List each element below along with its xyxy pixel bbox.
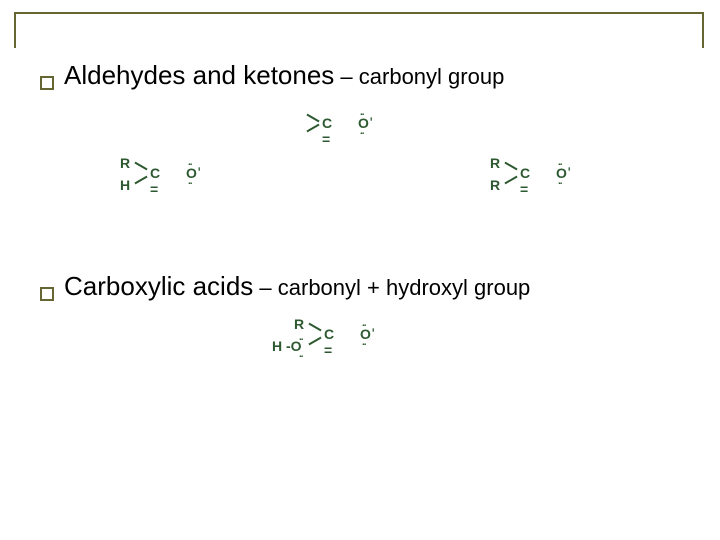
lone-pair-icon: .. bbox=[565, 167, 576, 171]
bond-icon bbox=[134, 176, 147, 185]
slide-top-border bbox=[14, 12, 704, 48]
lone-pair-icon: .. bbox=[188, 176, 192, 187]
atom-c-eq: C = bbox=[324, 326, 334, 358]
lone-pair-icon: .. bbox=[360, 107, 364, 118]
heading-1: Aldehydes and ketones – carbonyl group bbox=[64, 60, 504, 91]
bond-icon bbox=[306, 124, 319, 133]
lone-pair-icon: .. bbox=[362, 318, 366, 329]
formula-row-generic: C = O .. .. .. bbox=[40, 111, 680, 161]
heading-2: Carboxylic acids – carbonyl + hydroxyl g… bbox=[64, 271, 530, 302]
heading-2-strong: Carboxylic acids bbox=[64, 271, 253, 301]
atom-r: R bbox=[294, 316, 304, 332]
bond-icon bbox=[308, 323, 321, 332]
lone-pair-icon: .. bbox=[195, 167, 206, 171]
bond-icon bbox=[504, 176, 517, 185]
lone-pair-icon: .. bbox=[369, 328, 380, 332]
formula-row-aldketone: R H C = O .. .. .. R R C = O .. .. .. bbox=[40, 161, 680, 231]
atom-c-eq: C = bbox=[520, 165, 530, 197]
lone-pair-icon: .. bbox=[299, 349, 303, 360]
bond-icon bbox=[306, 114, 319, 123]
lone-pair-icon: .. bbox=[362, 337, 366, 348]
bullet-icon bbox=[40, 287, 54, 301]
atom-ho: H -O bbox=[272, 338, 302, 354]
atom-r2: R bbox=[490, 177, 500, 193]
heading-1-light: – carbonyl group bbox=[334, 64, 504, 89]
atom-c-eq: C = bbox=[150, 165, 160, 197]
lone-pair-icon: .. bbox=[367, 117, 378, 121]
atom-c-eq: C = bbox=[322, 115, 332, 147]
bond-icon bbox=[134, 162, 147, 171]
atom-h: H bbox=[120, 177, 130, 193]
atom-r: R bbox=[120, 155, 130, 171]
bullet-item-2: Carboxylic acids – carbonyl + hydroxyl g… bbox=[40, 271, 680, 302]
bond-icon bbox=[308, 337, 321, 346]
heading-2-light: – carbonyl + hydroxyl group bbox=[253, 275, 530, 300]
atom-r: R bbox=[490, 155, 500, 171]
bond-icon bbox=[504, 162, 517, 171]
bullet-icon bbox=[40, 76, 54, 90]
heading-1-strong: Aldehydes and ketones bbox=[64, 60, 334, 90]
lone-pair-icon: .. bbox=[188, 157, 192, 168]
lone-pair-icon: .. bbox=[360, 126, 364, 137]
lone-pair-icon: .. bbox=[299, 332, 303, 343]
formula-row-carboxylic: R H -O .. .. C = O .. .. .. bbox=[40, 322, 680, 392]
lone-pair-icon: .. bbox=[558, 176, 562, 187]
bullet-item-1: Aldehydes and ketones – carbonyl group bbox=[40, 60, 680, 91]
slide-content: Aldehydes and ketones – carbonyl group C… bbox=[40, 60, 680, 392]
lone-pair-icon: .. bbox=[558, 157, 562, 168]
